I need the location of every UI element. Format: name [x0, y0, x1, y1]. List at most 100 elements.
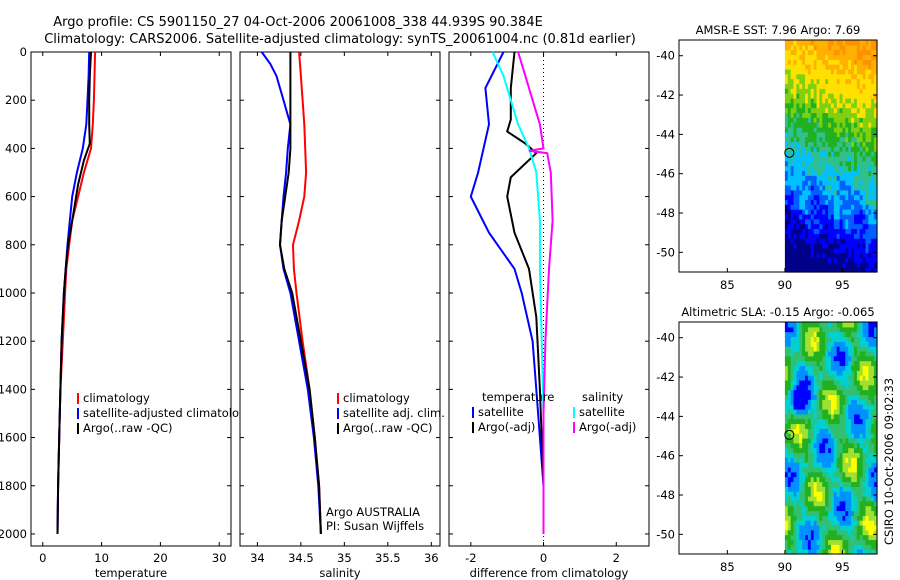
map-cell: [851, 452, 855, 458]
map-cell: [816, 49, 821, 56]
map-cell: [851, 189, 855, 196]
map-cell: [854, 375, 858, 381]
map-cell: [799, 238, 803, 244]
map-cell: [851, 44, 855, 51]
map-cell: [865, 170, 869, 176]
map-cell: [807, 257, 812, 263]
map-cell: [856, 252, 861, 259]
map-cell: [807, 529, 812, 536]
y-tick-label: -50: [656, 245, 675, 259]
map-cell: [848, 428, 852, 434]
map-cell: [874, 423, 878, 429]
map-cell: [845, 165, 849, 172]
map-cell: [807, 322, 812, 328]
map-cell: [836, 160, 841, 167]
map-cell: [805, 49, 809, 56]
map-cell: [790, 185, 795, 191]
map-cell: [854, 341, 858, 347]
map-cell: [807, 438, 812, 444]
map-cell: [859, 423, 864, 429]
map-cell: [868, 375, 872, 381]
map-cell: [816, 384, 821, 391]
map-cell: [839, 170, 844, 176]
map-cell: [865, 64, 869, 70]
map-cell: [810, 515, 815, 521]
map-cell: [799, 442, 803, 449]
map-cell: [825, 370, 829, 376]
map-cell: [819, 394, 823, 400]
map-cell: [856, 346, 861, 352]
map-cell: [822, 54, 826, 60]
map-cell: [799, 214, 803, 220]
map-cell: [787, 88, 792, 94]
map-cell: [787, 360, 792, 367]
map-cell: [819, 228, 823, 234]
map-cell: [868, 413, 872, 420]
map-cell: [805, 520, 809, 526]
map-cell: [842, 355, 846, 362]
map-cell: [871, 471, 875, 478]
map-cell: [816, 127, 821, 133]
map-cell: [799, 122, 803, 128]
map-cell: [810, 326, 815, 333]
map-cell: [848, 341, 852, 347]
map-cell: [856, 481, 861, 487]
map-cell: [854, 428, 858, 434]
map-cell: [868, 351, 872, 357]
map-cell: [868, 146, 872, 152]
series-line-sat2: [491, 51, 545, 534]
map-cell: [871, 539, 875, 545]
map-cell: [822, 331, 826, 338]
map-cell: [796, 247, 800, 254]
map-cell: [819, 73, 823, 80]
series-line-sat: [56, 51, 91, 535]
map-cell: [833, 175, 838, 181]
x-tick-label: 35: [337, 551, 352, 565]
map-cell: [868, 491, 872, 497]
map-cell: [862, 78, 867, 85]
map-cell: [822, 520, 826, 526]
map-cell: [793, 107, 797, 114]
map-cell: [796, 83, 800, 89]
map-cell: [842, 151, 846, 157]
map-cell: [810, 131, 815, 138]
map-cell: [848, 404, 852, 410]
y-tick-label: 1000: [0, 286, 27, 300]
map-cell: [807, 423, 812, 429]
map-cell: [805, 326, 809, 333]
map-cell: [836, 228, 841, 234]
map-cell: [805, 549, 809, 555]
map-cell: [828, 107, 832, 114]
map-cell: [793, 141, 797, 147]
map-cell: [784, 44, 789, 51]
map-cell: [790, 223, 795, 230]
map-cell: [793, 433, 797, 439]
map-cell: [833, 233, 838, 239]
map-cell: [816, 549, 821, 555]
map-cell: [871, 500, 875, 507]
map-cell: [845, 496, 849, 502]
map-cell: [784, 64, 789, 70]
map-cell: [813, 360, 818, 367]
map-cell: [784, 351, 789, 357]
map-cell: [790, 322, 795, 328]
map-cell: [796, 131, 800, 138]
map-cell: [802, 370, 806, 376]
map-cell: [836, 93, 841, 99]
map-cell: [787, 462, 792, 468]
map-cell: [796, 146, 800, 152]
map-cell: [851, 151, 855, 157]
map-cell: [851, 462, 855, 468]
map-cell: [833, 49, 838, 56]
map-cell: [799, 423, 803, 429]
map-cell: [859, 44, 864, 51]
map-cell: [802, 223, 806, 230]
map-cell: [836, 175, 841, 181]
map-cell: [845, 452, 849, 458]
map-cell: [813, 78, 818, 85]
map-cell: [807, 413, 812, 420]
map-cell: [845, 131, 849, 138]
map-cell: [856, 380, 861, 386]
map-cell: [787, 247, 792, 254]
map-cell: [813, 336, 818, 342]
